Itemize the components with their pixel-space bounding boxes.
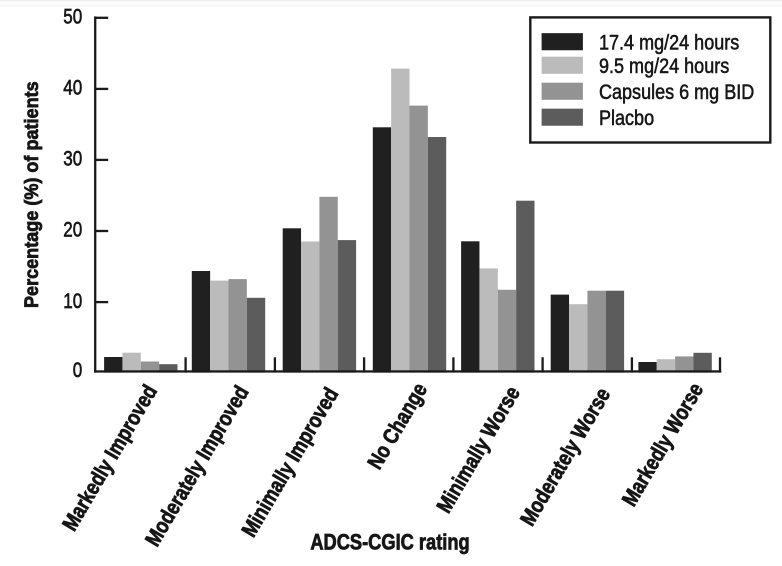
svg-text:50: 50 bbox=[63, 5, 82, 29]
svg-text:0: 0 bbox=[73, 358, 83, 382]
svg-text:40: 40 bbox=[63, 76, 82, 100]
svg-text:17.4 mg/24 hours: 17.4 mg/24 hours bbox=[599, 31, 739, 55]
svg-text:Capsules 6 mg BID: Capsules 6 mg BID bbox=[599, 81, 754, 105]
svg-text:20: 20 bbox=[63, 218, 82, 242]
svg-text:30: 30 bbox=[63, 147, 82, 171]
svg-text:9.5 mg/24 hours: 9.5 mg/24 hours bbox=[599, 55, 729, 79]
svg-text:ADCS-CGIC rating: ADCS-CGIC rating bbox=[310, 531, 469, 555]
svg-text:Percentage (%) of patients: Percentage (%) of patients bbox=[21, 81, 43, 308]
svg-text:Placbo: Placbo bbox=[599, 107, 654, 131]
svg-text:10: 10 bbox=[63, 289, 82, 313]
